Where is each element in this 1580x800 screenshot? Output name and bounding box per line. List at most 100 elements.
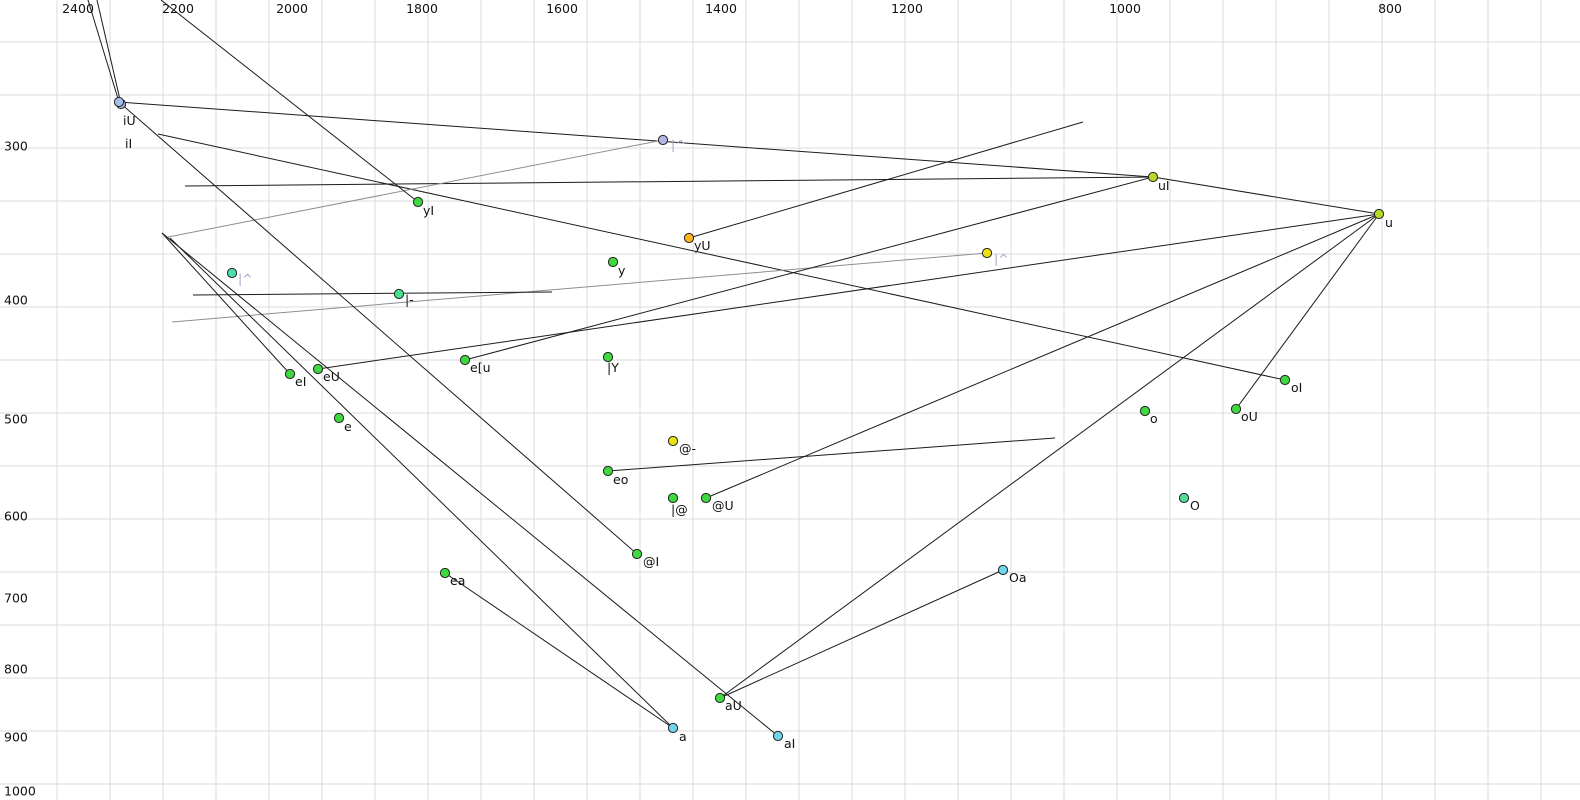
- point-label-|-: |-: [405, 292, 414, 307]
- trajectory-line-eI-offset: [161, 232, 291, 375]
- x-tick-2400: 2400: [62, 1, 94, 16]
- point-label-aU: aU: [725, 698, 742, 713]
- trajectory-line-iU-uI: [118, 101, 1154, 178]
- point-@U[interactable]: [700, 492, 712, 504]
- point-yU[interactable]: [683, 232, 695, 244]
- point-label-iI: iI: [125, 136, 132, 151]
- point-label-a: a: [679, 729, 687, 744]
- points-layer: [113, 96, 1385, 742]
- y-tick-700: 700: [4, 591, 28, 606]
- trajectory-lines-layer: [87, 0, 1380, 737]
- trajectory-line-uI-offset: [184, 176, 1154, 187]
- trajectory-line-eo-offset: [607, 437, 1056, 472]
- y-tick-600: 600: [4, 509, 28, 524]
- point-label-eo: eo: [613, 472, 628, 487]
- y-tick-800: 800: [4, 662, 28, 677]
- point-label-|^: |^: [994, 251, 1009, 266]
- point-|^[interactable]: [226, 267, 238, 279]
- trajectory-line-a-offset: [169, 237, 674, 729]
- point-e[interactable]: [333, 412, 345, 424]
- point-@-[interactable]: [667, 435, 679, 447]
- point-iU[interactable]: [113, 96, 125, 108]
- point-label-|Y: |Y: [607, 360, 619, 375]
- point-O[interactable]: [1178, 492, 1190, 504]
- point-label-yU: yU: [694, 238, 711, 253]
- point-label-|^: |^: [238, 271, 253, 286]
- point-|@[interactable]: [667, 492, 679, 504]
- trajectory-line-uI-u: [1152, 176, 1380, 215]
- x-tick-1000: 1000: [1109, 1, 1141, 16]
- point-label-Oa: Oa: [1009, 570, 1027, 585]
- y-tick-500: 500: [4, 412, 28, 427]
- trajectory-line-edge-iI: [87, 0, 120, 103]
- point-oI[interactable]: [1279, 374, 1291, 386]
- point-label-iU: iU: [123, 113, 136, 128]
- trajectory-line-@U-u: [705, 213, 1380, 499]
- x-tick-2200: 2200: [162, 1, 194, 16]
- trajectory-line-aI-offset: [161, 232, 779, 737]
- point-uI[interactable]: [1147, 171, 1159, 183]
- point-label-aI: aI: [784, 736, 795, 751]
- point-a[interactable]: [667, 722, 679, 734]
- point-u[interactable]: [1373, 208, 1385, 220]
- y-tick-900: 900: [4, 730, 28, 745]
- trajectory-line-iU-@I: [118, 101, 638, 555]
- point-label-uI: uI: [1158, 178, 1170, 193]
- point-e[u[interactable]: [459, 354, 471, 366]
- point-labels-layer: iI iU |^ uI yI u yU y |^ |^ |- e[u |Y eI eU oI o oU e @- eo |…: [123, 113, 1393, 751]
- point-o[interactable]: [1139, 405, 1151, 417]
- point-label-oU: oU: [1241, 409, 1258, 424]
- x-tick-800: 800: [1378, 1, 1402, 16]
- point-eo[interactable]: [602, 465, 614, 477]
- point-|^[interactable]: [981, 247, 993, 259]
- x-tick-1800: 1800: [406, 1, 438, 16]
- trajectory-line-e[u-uI: [464, 176, 1154, 361]
- point-y[interactable]: [607, 256, 619, 268]
- point-ea[interactable]: [439, 567, 451, 579]
- point-eU[interactable]: [312, 363, 324, 375]
- y-tick-400: 400: [4, 293, 28, 308]
- point-label-o: o: [1150, 411, 1158, 426]
- x-tick-2000: 2000: [276, 1, 308, 16]
- point-label-@-: @-: [679, 441, 696, 456]
- point-aI[interactable]: [772, 730, 784, 742]
- point-@I[interactable]: [631, 548, 643, 560]
- point-label-e: e: [344, 419, 352, 434]
- point-oU[interactable]: [1230, 403, 1242, 415]
- y-tick-1000: 1000: [4, 784, 36, 799]
- point-label-ea: ea: [450, 573, 465, 588]
- trajectory-line-|--offset: [192, 291, 553, 296]
- point-label-e[u: e[u: [470, 360, 491, 375]
- point-|-[interactable]: [393, 288, 405, 300]
- trajectory-line-edge-yI: [160, 0, 419, 203]
- point-label-|@: |@: [671, 502, 688, 517]
- point-label-eI: eI: [295, 374, 306, 389]
- point-label-yI: yI: [423, 203, 434, 218]
- y-axis-tick-labels: 300 400 500 600 700 800 900 1000: [4, 139, 36, 799]
- x-tick-1600: 1600: [546, 1, 578, 16]
- x-axis-tick-labels: 2400 2200 2000 1800 1600 1400 1200 1000 800: [62, 1, 1402, 16]
- trajectory-line-yU-offset: [688, 121, 1084, 239]
- x-tick-1400: 1400: [705, 1, 737, 16]
- x-tick-1200: 1200: [891, 1, 923, 16]
- point-label-@I: @I: [643, 554, 659, 569]
- point-Oa[interactable]: [997, 564, 1009, 576]
- point-label-eU: eU: [323, 369, 340, 384]
- point-label-oI: oI: [1291, 380, 1302, 395]
- trajectory-line-oI-offset: [157, 133, 1286, 381]
- point-aU[interactable]: [714, 692, 726, 704]
- trajectory-line-edge-iU: [96, 0, 122, 105]
- point-yI[interactable]: [412, 196, 424, 208]
- point-label-O: O: [1190, 498, 1200, 513]
- point-eI[interactable]: [284, 368, 296, 380]
- trajectory-line-aU-u: [719, 213, 1380, 699]
- trajectory-line-oU-u: [1235, 213, 1380, 410]
- point-label-@U: @U: [712, 498, 734, 513]
- y-tick-300: 300: [4, 139, 28, 154]
- point-label-|^: |^: [671, 137, 686, 152]
- point-|^[interactable]: [657, 134, 669, 146]
- point-|Y[interactable]: [602, 351, 614, 363]
- trajectory-line-ea-a: [444, 572, 674, 729]
